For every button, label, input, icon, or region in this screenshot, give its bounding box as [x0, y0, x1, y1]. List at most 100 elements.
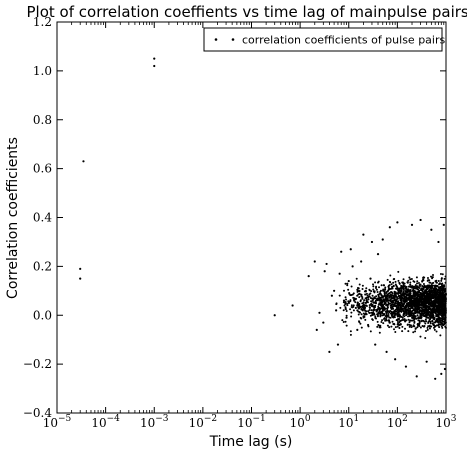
data-point — [426, 297, 429, 300]
data-point — [410, 314, 413, 317]
data-point — [369, 330, 372, 333]
data-point — [406, 309, 409, 312]
data-point — [397, 306, 400, 309]
data-point — [385, 303, 388, 306]
x-tick-label: 100 — [290, 414, 311, 430]
data-point — [423, 284, 426, 287]
data-point — [425, 285, 427, 288]
data-point — [409, 278, 412, 281]
data-point — [417, 288, 420, 291]
data-point — [439, 321, 442, 324]
data-point — [407, 315, 410, 318]
data-point — [430, 294, 433, 297]
data-point — [344, 307, 347, 310]
data-point — [405, 285, 408, 288]
data-point — [380, 294, 383, 297]
data-point — [401, 316, 404, 319]
y-tick-label: 0.0 — [33, 308, 52, 322]
data-point — [376, 325, 379, 328]
data-point — [386, 324, 389, 327]
data-point — [398, 290, 401, 292]
data-point — [416, 280, 419, 283]
data-point — [394, 326, 397, 329]
data-point — [432, 306, 435, 309]
data-point — [400, 297, 403, 300]
data-point — [418, 286, 421, 289]
data-point — [398, 296, 401, 299]
data-point — [389, 309, 392, 312]
data-point — [411, 302, 414, 305]
data-point — [409, 307, 412, 310]
data-point — [437, 240, 440, 244]
data-point — [403, 311, 406, 314]
data-point — [373, 297, 376, 300]
data-point — [406, 297, 409, 300]
data-point — [356, 294, 359, 297]
data-point — [425, 287, 428, 290]
data-point — [427, 294, 430, 297]
data-point — [403, 297, 406, 300]
data-point — [397, 311, 400, 314]
legend-box — [203, 27, 443, 52]
data-point — [374, 343, 377, 346]
x-tick-label: 10−1 — [237, 414, 266, 430]
data-point — [384, 288, 387, 291]
data-point — [338, 272, 341, 275]
data-point — [443, 307, 446, 310]
data-point — [365, 292, 368, 295]
data-point — [423, 308, 426, 311]
data-point — [394, 305, 397, 308]
data-point — [356, 289, 359, 292]
data-point — [407, 294, 410, 297]
data-point — [441, 326, 444, 329]
data-point — [441, 310, 444, 313]
data-point — [416, 306, 419, 309]
y-tick-label: 0.4 — [33, 211, 52, 225]
data-point — [397, 291, 400, 294]
y-tick-label: 0.8 — [33, 113, 52, 127]
data-point — [352, 296, 355, 299]
data-point — [443, 323, 446, 326]
data-point — [440, 285, 443, 288]
data-point — [393, 328, 396, 331]
data-point — [439, 308, 442, 311]
data-point — [374, 301, 377, 304]
data-point — [374, 315, 377, 318]
data-point — [427, 279, 430, 282]
data-point — [382, 322, 385, 325]
data-point — [439, 319, 442, 322]
data-point — [291, 304, 294, 307]
data-point — [421, 300, 424, 303]
x-axis-tick-labels: 10−5 10−4 10−3 10−2 10−1 100 101 102 103 — [43, 414, 457, 430]
data-point — [352, 309, 355, 312]
data-point — [420, 314, 423, 317]
data-point — [394, 294, 397, 297]
data-point — [350, 306, 353, 309]
data-point — [381, 310, 384, 313]
data-point — [344, 320, 347, 323]
data-point — [423, 325, 426, 328]
data-point — [350, 294, 353, 297]
data-point — [426, 284, 429, 287]
data-point — [409, 300, 412, 303]
data-point — [416, 310, 419, 313]
data-point — [386, 294, 389, 297]
legend-label: correlation coefficients of pulse pairs — [242, 34, 445, 47]
data-point — [397, 279, 400, 282]
data-point — [419, 304, 422, 307]
data-point — [437, 279, 440, 282]
data-point — [400, 299, 402, 302]
data-point — [394, 358, 397, 361]
data-point — [395, 298, 398, 301]
data-point — [431, 284, 434, 287]
data-point — [443, 285, 446, 288]
data-point — [440, 317, 443, 320]
y-axis-label: Correlation coefficients — [5, 137, 21, 299]
data-point — [404, 305, 407, 308]
data-point — [405, 291, 408, 294]
data-point — [382, 289, 385, 292]
data-point — [388, 326, 391, 329]
data-point — [424, 315, 427, 318]
data-point — [368, 288, 371, 291]
data-point — [433, 303, 436, 306]
